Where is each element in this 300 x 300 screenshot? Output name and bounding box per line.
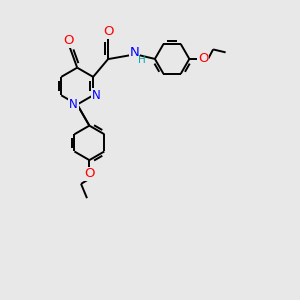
Text: O: O [84, 167, 94, 180]
Text: O: O [198, 52, 208, 65]
Text: N: N [92, 89, 101, 102]
Text: H: H [138, 55, 146, 65]
Text: N: N [130, 46, 139, 59]
Text: O: O [64, 34, 74, 47]
Text: O: O [103, 25, 113, 38]
Text: N: N [69, 98, 78, 111]
